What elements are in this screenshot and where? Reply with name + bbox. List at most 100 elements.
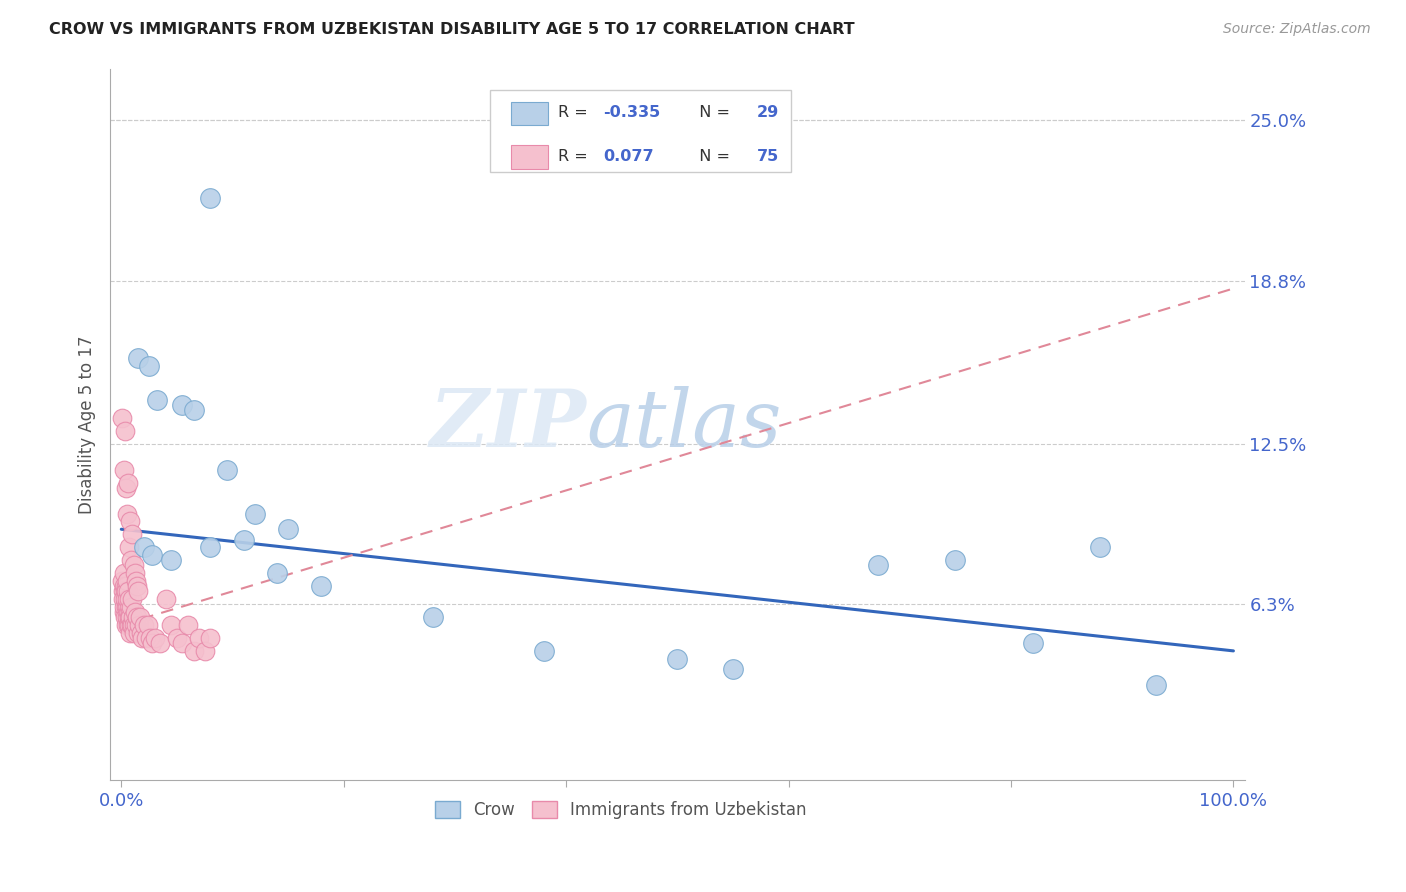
Point [115, 610, 138, 624]
Point [666, 651, 689, 665]
Point [160, 553, 183, 567]
Point [721, 662, 744, 676]
Y-axis label: Disability Age 5 to 17: Disability Age 5 to 17 [79, 335, 96, 514]
FancyBboxPatch shape [510, 102, 548, 126]
Point [266, 566, 288, 581]
Point [124, 566, 146, 581]
Point [183, 403, 205, 417]
Point [120, 515, 142, 529]
FancyBboxPatch shape [491, 90, 790, 172]
Point [139, 631, 162, 645]
Point [200, 191, 222, 205]
Point [194, 644, 217, 658]
Point [311, 579, 333, 593]
Point [129, 610, 152, 624]
Point [183, 644, 205, 658]
Point [277, 522, 299, 536]
Point [122, 610, 145, 624]
Point [112, 579, 135, 593]
Point [533, 644, 555, 658]
Point [118, 541, 141, 555]
Point [111, 574, 134, 588]
Point [136, 618, 159, 632]
Point [122, 625, 145, 640]
Point [120, 610, 142, 624]
Point [115, 507, 138, 521]
Point [114, 424, 136, 438]
Point [121, 527, 143, 541]
Point [943, 553, 966, 567]
Point [120, 618, 142, 632]
Text: 29: 29 [756, 105, 779, 120]
Point [155, 592, 177, 607]
Point [141, 636, 163, 650]
Point [115, 599, 138, 614]
Point [125, 579, 148, 593]
Point [129, 625, 152, 640]
Point [115, 618, 138, 632]
Point [118, 592, 141, 607]
Text: R =: R = [558, 149, 593, 163]
Point [124, 605, 146, 619]
Point [127, 351, 149, 366]
Point [117, 592, 139, 607]
Point [866, 558, 889, 573]
Point [114, 584, 136, 599]
Point [118, 625, 141, 640]
Point [115, 574, 138, 588]
Point [1088, 541, 1111, 555]
Point [215, 463, 238, 477]
Point [114, 592, 136, 607]
Point [112, 592, 135, 607]
Point [172, 636, 194, 650]
Point [177, 618, 200, 632]
Point [1022, 636, 1045, 650]
Point [114, 599, 136, 614]
Legend: Crow, Immigrants from Uzbekistan: Crow, Immigrants from Uzbekistan [429, 794, 813, 825]
Point [131, 631, 153, 645]
Text: 0.077: 0.077 [603, 149, 654, 163]
Point [112, 463, 135, 477]
Point [127, 584, 149, 599]
Point [117, 618, 139, 632]
Point [200, 631, 222, 645]
Text: ZIP: ZIP [430, 385, 586, 463]
Point [138, 359, 160, 374]
Point [112, 599, 135, 614]
Point [121, 592, 143, 607]
Point [122, 618, 145, 632]
Point [232, 533, 254, 547]
Point [114, 610, 136, 624]
Point [117, 618, 139, 632]
Point [132, 618, 155, 632]
Text: N =: N = [689, 149, 735, 163]
Point [117, 584, 139, 599]
Text: atlas: atlas [586, 385, 782, 463]
Point [128, 618, 150, 632]
Point [111, 584, 134, 599]
Point [132, 541, 155, 555]
Point [112, 605, 135, 619]
Text: -0.335: -0.335 [603, 105, 661, 120]
FancyBboxPatch shape [510, 145, 548, 169]
Text: 75: 75 [756, 149, 779, 163]
Text: N =: N = [689, 105, 735, 120]
Point [111, 411, 134, 425]
Point [160, 618, 183, 632]
Point [117, 475, 139, 490]
Point [121, 618, 143, 632]
Point [135, 631, 157, 645]
Point [125, 610, 148, 624]
Point [143, 631, 166, 645]
Point [166, 631, 188, 645]
Point [188, 631, 211, 645]
Point [118, 605, 141, 619]
Text: Source: ZipAtlas.com: Source: ZipAtlas.com [1223, 22, 1371, 37]
Point [1144, 677, 1167, 691]
Point [141, 548, 163, 562]
Point [120, 553, 142, 567]
Point [122, 558, 145, 573]
Point [200, 541, 222, 555]
Text: R =: R = [558, 105, 593, 120]
Point [125, 618, 148, 632]
